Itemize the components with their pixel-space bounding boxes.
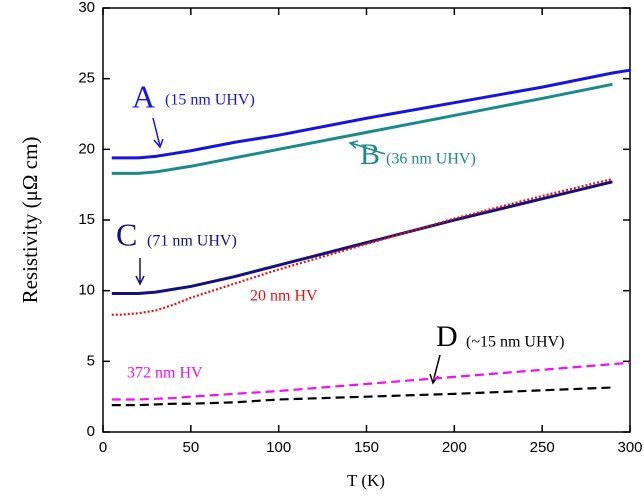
annotation: 372 nm HV xyxy=(127,365,203,382)
x-tick-label: 150 xyxy=(354,439,379,456)
x-tick-label: 50 xyxy=(182,439,199,456)
arrow xyxy=(152,117,164,149)
x-tick-label: 250 xyxy=(530,439,555,456)
series-line xyxy=(111,177,613,316)
annotation: D xyxy=(436,320,458,353)
annotation: (71 nm UHV) xyxy=(147,233,237,250)
arrow xyxy=(348,140,386,155)
arrow xyxy=(135,258,145,286)
series-line xyxy=(111,180,613,295)
y-tick-label: 5 xyxy=(87,352,95,369)
y-tick-label: 10 xyxy=(78,282,95,299)
y-tick-label: 0 xyxy=(87,423,95,440)
x-tick-label: 300 xyxy=(617,439,642,456)
x-axis-label: T (K) xyxy=(347,471,385,490)
y-tick-label: 20 xyxy=(78,140,95,157)
y-tick-label: 15 xyxy=(78,211,95,228)
series-line xyxy=(111,68,631,160)
annotation: B xyxy=(360,138,380,171)
x-tick-label: 0 xyxy=(99,439,107,456)
x-tick-label: 100 xyxy=(266,439,291,456)
y-tick-label: 30 xyxy=(78,0,95,16)
series-line xyxy=(111,82,613,175)
annotation: (15 nm UHV) xyxy=(165,92,255,109)
annotation: (36 nm UHV) xyxy=(386,151,476,168)
annotation: (~15 nm UHV) xyxy=(466,334,564,351)
arrows xyxy=(135,117,441,385)
x-tick-label: 200 xyxy=(442,439,467,456)
annotation: 20 nm HV xyxy=(250,288,318,305)
annotation: C xyxy=(116,216,137,252)
series-line xyxy=(111,386,613,407)
y-axis-label: Resistivity (μΩ cm) xyxy=(18,137,42,304)
annotation: A xyxy=(132,78,155,114)
y-tick-label: 25 xyxy=(78,70,95,87)
